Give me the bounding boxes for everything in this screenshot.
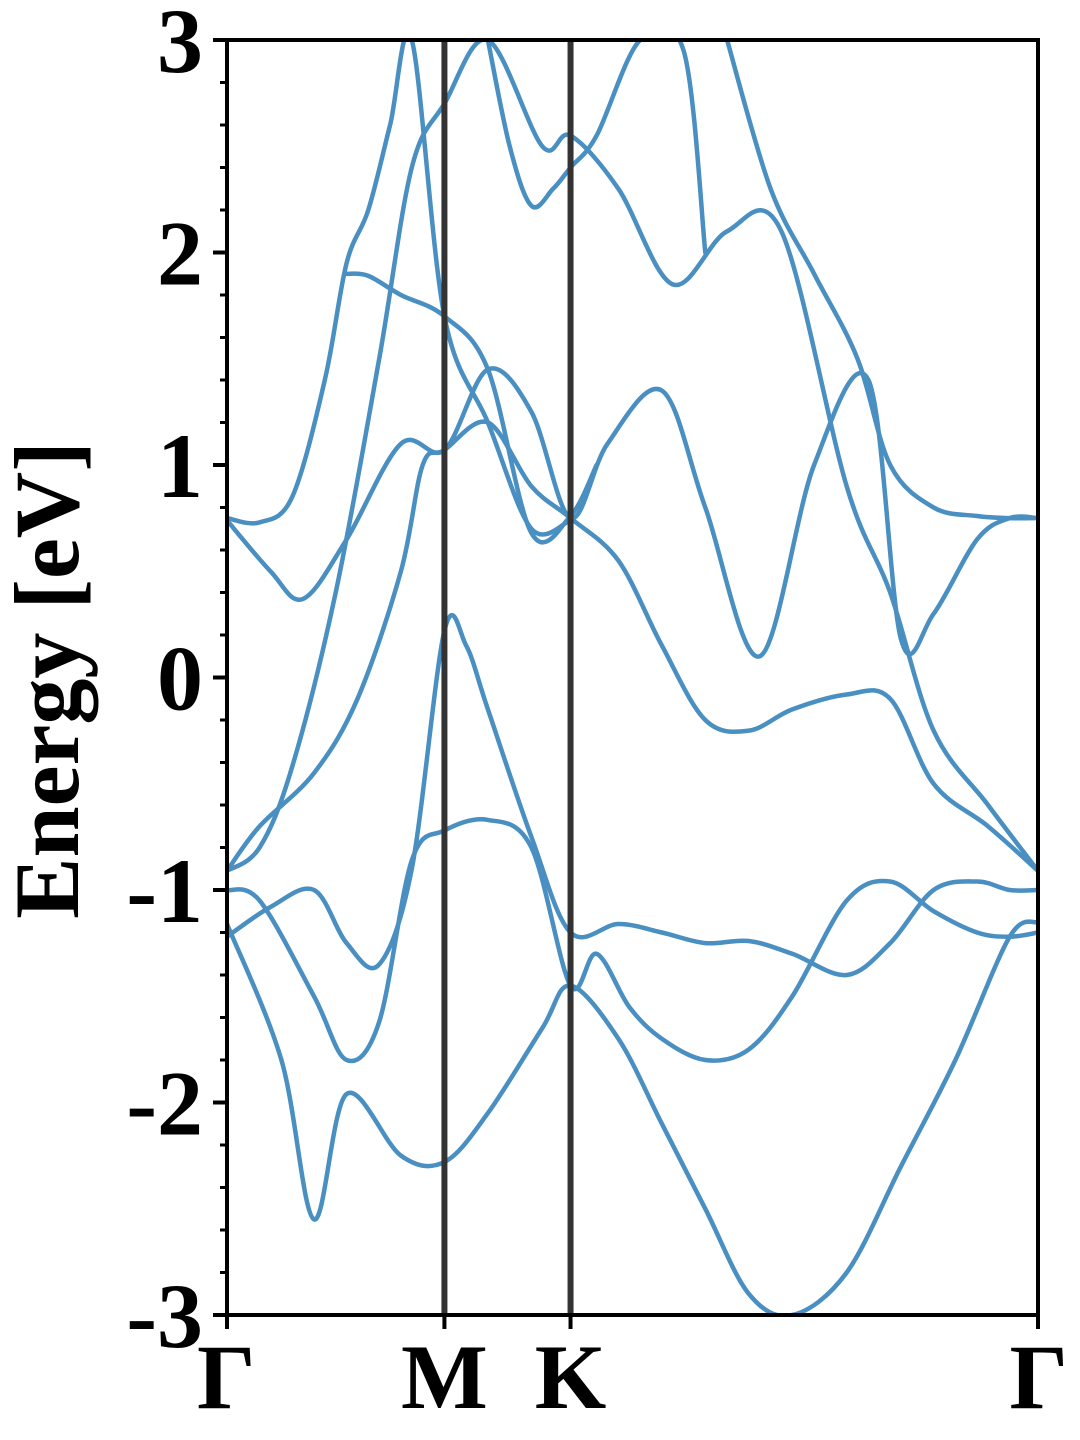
k-point-dividers xyxy=(441,40,574,1315)
x-tick-label-Γ: Γ xyxy=(1009,1326,1068,1428)
y-tick-label: 0 xyxy=(157,628,203,730)
band-line-2 xyxy=(227,816,1038,1064)
band-series-group xyxy=(227,40,1038,1315)
band-line-8 xyxy=(344,271,599,545)
y-tick-label: 2 xyxy=(157,203,203,305)
y-tick-label: 1 xyxy=(157,415,203,517)
x-tick-label-Γ: Γ xyxy=(197,1326,256,1428)
x-tick-label-K: K xyxy=(535,1326,607,1428)
y-tick-label: -2 xyxy=(126,1053,203,1155)
band-line-1 xyxy=(227,919,1038,1315)
band-line-10 xyxy=(724,40,1038,521)
y-axis-ticks: 3 2 1 0 -1 -2 -3 xyxy=(126,0,227,1367)
band-line-3 xyxy=(227,612,1038,978)
y-tick-label: -1 xyxy=(126,840,203,942)
y-tick-label: 3 xyxy=(157,0,203,92)
x-tick-label-M: M xyxy=(401,1326,488,1428)
band-line-9 xyxy=(485,40,708,255)
band-line-4 xyxy=(227,419,1038,874)
band-line-7 xyxy=(227,40,573,537)
y-tick-label: -3 xyxy=(126,1265,203,1367)
band-line-6 xyxy=(227,366,1038,659)
y-axis-label: Energy [eV] xyxy=(0,441,98,919)
